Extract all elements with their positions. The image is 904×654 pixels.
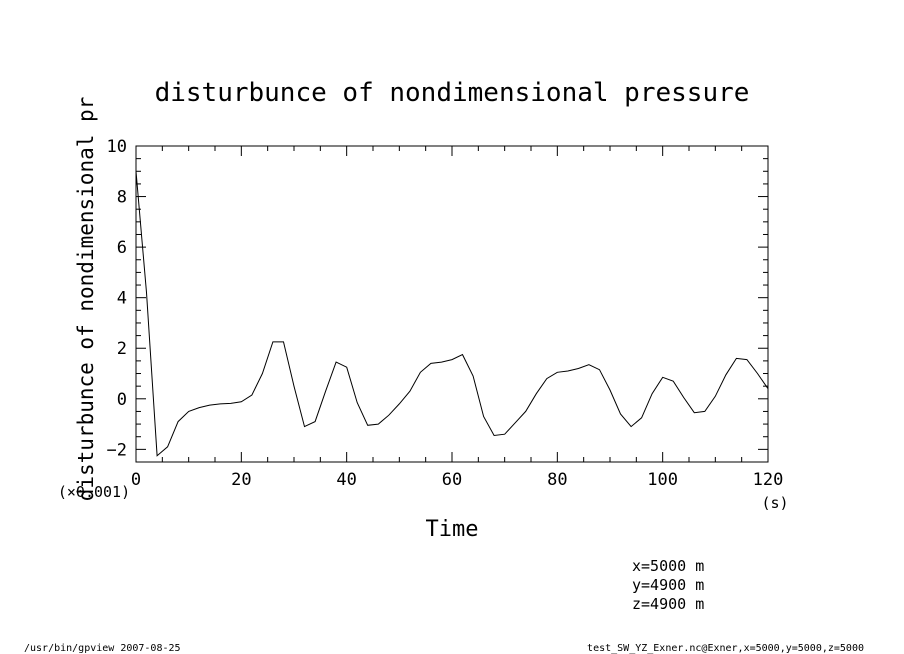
y-tick-label: 2 xyxy=(117,339,127,359)
x-tick-label: 120 xyxy=(753,470,784,490)
plot-frame xyxy=(135,145,769,463)
x-tick-label: 20 xyxy=(231,470,251,490)
footer-right: test_SW_YZ_Exner.nc@Exner,x=5000,y=5000,… xyxy=(587,643,864,654)
info-y: y=4900 m xyxy=(632,576,704,594)
axis-ticks xyxy=(135,145,769,463)
x-tick-label: 0 xyxy=(131,470,141,490)
y-tick-label: 10 xyxy=(107,137,127,157)
chart-title: disturbunce of nondimensional pressure xyxy=(155,78,750,108)
y-scale-label: (×0.001) xyxy=(58,483,130,501)
y-tick-labels: −2 0 2 4 6 8 10 xyxy=(107,137,127,460)
y-axis-label: disturbunce of nondimensional pr xyxy=(74,97,98,502)
y-tick-label: 4 xyxy=(117,289,127,309)
x-axis-label: Time xyxy=(426,517,479,542)
info-z: z=4900 m xyxy=(632,595,704,613)
x-tick-label: 40 xyxy=(336,470,356,490)
series-line xyxy=(135,171,769,457)
y-tick-label: 6 xyxy=(117,238,127,258)
x-tick-label: 60 xyxy=(442,470,462,490)
x-tick-labels: 0 20 40 60 80 100 120 xyxy=(131,470,783,490)
footer-left: /usr/bin/gpview 2007-08-25 xyxy=(24,643,181,654)
info-x: x=5000 m xyxy=(632,557,704,575)
x-tick-label: 80 xyxy=(547,470,567,490)
y-tick-label: 8 xyxy=(117,188,127,208)
x-unit-label: (s) xyxy=(761,494,788,512)
x-tick-label: 100 xyxy=(647,470,678,490)
y-tick-label: −2 xyxy=(107,440,127,460)
y-tick-label: 0 xyxy=(117,390,127,410)
